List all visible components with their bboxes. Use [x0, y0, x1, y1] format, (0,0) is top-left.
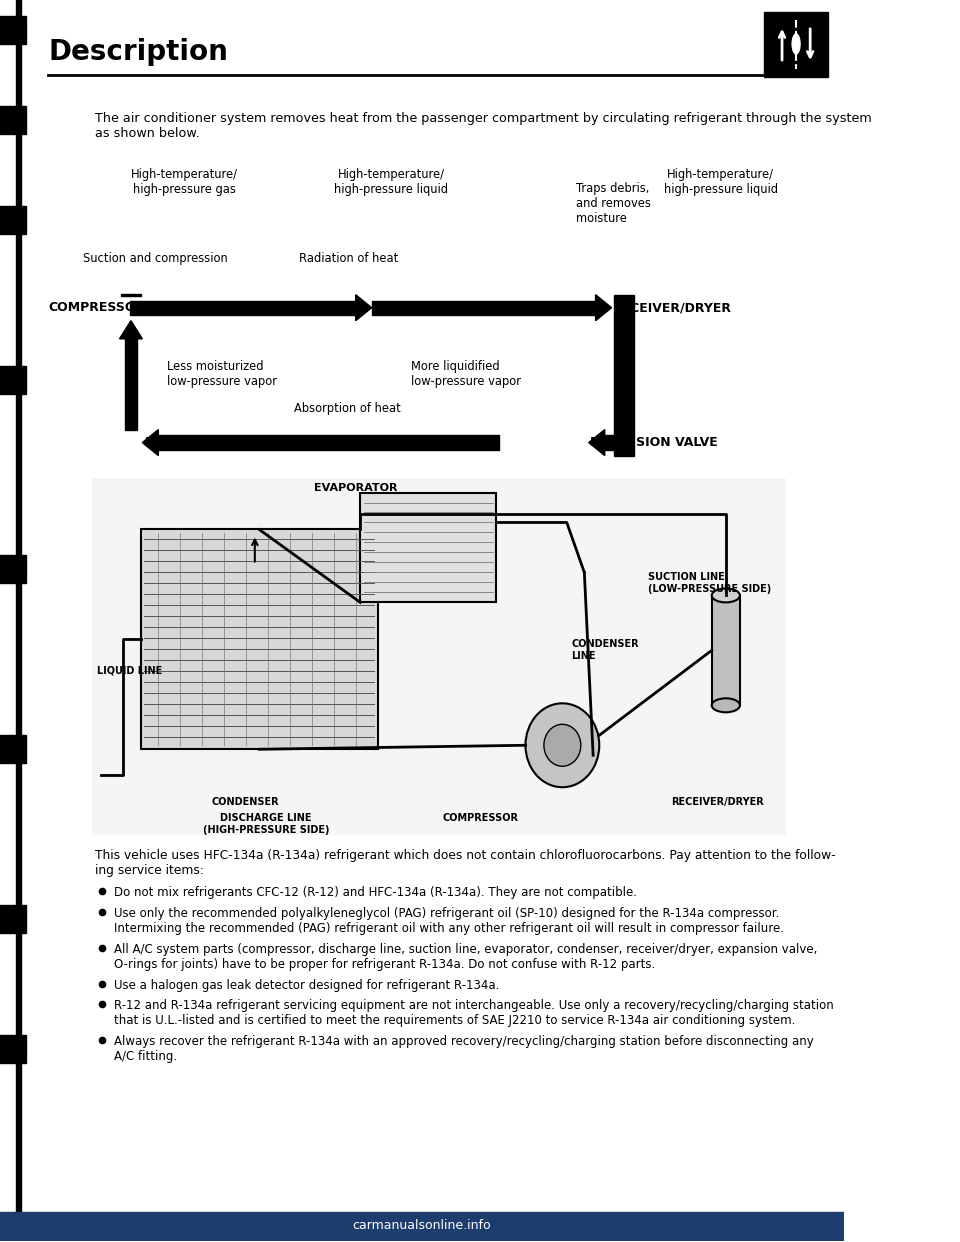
Text: CONDENSER
LINE: CONDENSER LINE — [571, 640, 638, 661]
Text: Use only the recommended polyalkyleneglycol (PAG) refrigerant oil (SP-10) design: Use only the recommended polyalkylenegly… — [114, 907, 784, 935]
Text: COMPRESSOR: COMPRESSOR — [48, 302, 146, 314]
Text: SUCTION LINE
(LOW-PRESSURE SIDE): SUCTION LINE (LOW-PRESSURE SIDE) — [648, 573, 771, 594]
Bar — [0, 735, 26, 764]
Text: The air conditioner system removes heat from the passenger compartment by circul: The air conditioner system removes heat … — [95, 112, 872, 140]
Circle shape — [525, 703, 599, 787]
Bar — [92, 477, 786, 835]
Text: EXPANSION VALVE: EXPANSION VALVE — [590, 436, 718, 450]
Text: This vehicle uses HFC-134a (R-134a) refrigerant which does not contain chloroflu: This vehicle uses HFC-134a (R-134a) refr… — [95, 850, 835, 877]
Bar — [360, 493, 496, 602]
Text: EVAPORATOR: EVAPORATOR — [314, 483, 397, 493]
Bar — [0, 555, 26, 584]
Bar — [125, 337, 137, 430]
Text: Do not mix refrigerants CFC-12 (R-12) and HFC-134a (R-134a). They are not compat: Do not mix refrigerants CFC-12 (R-12) an… — [114, 886, 637, 899]
Bar — [0, 206, 26, 233]
Bar — [0, 1212, 844, 1241]
Bar — [130, 301, 357, 314]
Text: 22-7: 22-7 — [732, 1215, 795, 1238]
Bar — [15, 0, 21, 1241]
Polygon shape — [356, 294, 372, 320]
Text: DISCHARGE LINE
(HIGH-PRESSURE SIDE): DISCHARGE LINE (HIGH-PRESSURE SIDE) — [203, 814, 329, 835]
Polygon shape — [588, 430, 605, 456]
Polygon shape — [595, 294, 612, 320]
Bar — [0, 16, 26, 43]
Text: www.emanualpro.com: www.emanualpro.com — [51, 1222, 159, 1232]
Bar — [372, 301, 597, 314]
Text: Always recover the refrigerant R-134a with an approved recovery/recycling/chargi: Always recover the refrigerant R-134a wi… — [114, 1035, 814, 1063]
Polygon shape — [142, 430, 158, 456]
Bar — [764, 12, 828, 77]
Text: R-12 and R-134a refrigerant servicing equipment are not interchangeable. Use onl: R-12 and R-134a refrigerant servicing eq… — [114, 999, 834, 1027]
Ellipse shape — [792, 34, 800, 53]
Text: Absorption of heat: Absorption of heat — [295, 401, 401, 415]
Bar — [156, 436, 499, 450]
Polygon shape — [119, 320, 142, 339]
Text: COMPRESSOR: COMPRESSOR — [443, 814, 519, 823]
Bar — [711, 595, 740, 705]
Text: RECEIVER/DRYER: RECEIVER/DRYER — [613, 302, 732, 314]
Text: RECEIVER/DRYER: RECEIVER/DRYER — [671, 797, 763, 807]
Bar — [0, 106, 26, 134]
Bar — [0, 905, 26, 933]
Text: carmanualsonline.info: carmanualsonline.info — [352, 1220, 492, 1232]
Text: High-temperature/
high-pressure liquid: High-temperature/ high-pressure liquid — [663, 168, 778, 196]
Text: Description: Description — [48, 39, 228, 66]
Text: CONDENSER: CONDENSER — [211, 797, 278, 807]
Bar — [0, 1035, 26, 1063]
Text: Suction and compression: Suction and compression — [84, 252, 228, 265]
Text: CONDENSER: CONDENSER — [372, 302, 458, 314]
Text: Less moisturized
low-pressure vapor: Less moisturized low-pressure vapor — [167, 360, 276, 388]
Bar — [603, 436, 614, 450]
Ellipse shape — [711, 589, 740, 602]
Ellipse shape — [711, 698, 740, 713]
Text: Radiation of heat: Radiation of heat — [299, 252, 398, 265]
Text: EVAPORATOR: EVAPORATOR — [145, 436, 239, 450]
Bar — [140, 529, 378, 749]
Bar — [614, 294, 634, 456]
Text: High-temperature/
high-pressure liquid: High-temperature/ high-pressure liquid — [334, 168, 448, 196]
Text: More liquidified
low-pressure vapor: More liquidified low-pressure vapor — [411, 360, 521, 388]
Text: Use a halogen gas leak detector designed for refrigerant R-134a.: Use a halogen gas leak detector designed… — [114, 979, 499, 991]
Bar — [121, 293, 140, 296]
Text: All A/C system parts (compressor, discharge line, suction line, evaporator, cond: All A/C system parts (compressor, discha… — [114, 943, 818, 970]
Text: Traps debris,
and removes
moisture: Traps debris, and removes moisture — [576, 181, 651, 225]
Circle shape — [544, 724, 581, 766]
Text: High-temperature/
high-pressure gas: High-temperature/ high-pressure gas — [131, 168, 238, 196]
Bar — [0, 365, 26, 394]
Text: LIQUID LINE: LIQUID LINE — [97, 666, 162, 676]
